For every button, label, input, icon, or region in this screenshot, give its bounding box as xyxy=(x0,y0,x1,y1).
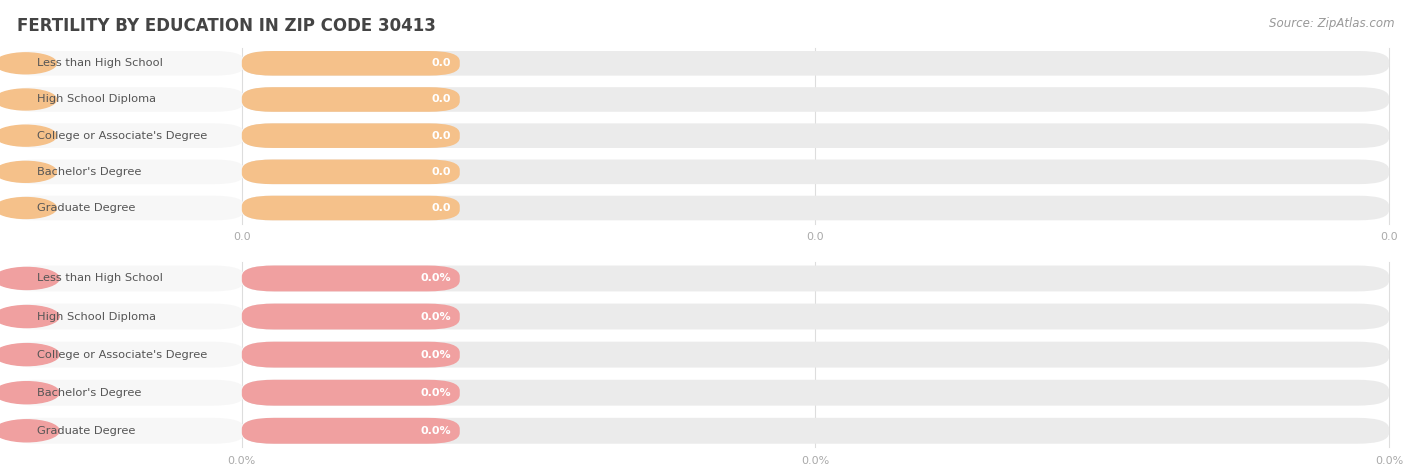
FancyBboxPatch shape xyxy=(6,418,245,444)
FancyBboxPatch shape xyxy=(6,87,245,112)
Circle shape xyxy=(0,344,59,366)
FancyBboxPatch shape xyxy=(242,418,1389,444)
Text: Bachelor's Degree: Bachelor's Degree xyxy=(37,167,141,177)
Circle shape xyxy=(0,161,56,182)
Text: Less than High School: Less than High School xyxy=(37,273,163,284)
Text: 0.0%: 0.0% xyxy=(420,349,451,360)
FancyBboxPatch shape xyxy=(242,266,460,291)
Circle shape xyxy=(0,306,59,327)
Text: 0.0%: 0.0% xyxy=(420,426,451,436)
FancyBboxPatch shape xyxy=(242,342,460,367)
FancyBboxPatch shape xyxy=(6,123,245,148)
Text: 0.0: 0.0 xyxy=(432,58,451,69)
FancyBboxPatch shape xyxy=(242,380,460,406)
FancyBboxPatch shape xyxy=(242,51,460,76)
FancyBboxPatch shape xyxy=(6,380,245,406)
Text: Bachelor's Degree: Bachelor's Degree xyxy=(37,387,141,398)
Text: 0.0%: 0.0% xyxy=(420,273,451,284)
FancyBboxPatch shape xyxy=(6,159,245,184)
Text: 0.0: 0.0 xyxy=(233,232,250,242)
Circle shape xyxy=(0,53,56,74)
FancyBboxPatch shape xyxy=(242,380,1389,406)
Circle shape xyxy=(0,268,59,289)
Text: 0.0%: 0.0% xyxy=(228,456,256,466)
Text: 0.0%: 0.0% xyxy=(801,456,830,466)
Text: 0.0: 0.0 xyxy=(432,94,451,105)
Text: 0.0%: 0.0% xyxy=(1375,456,1403,466)
Circle shape xyxy=(0,420,59,442)
Text: College or Associate's Degree: College or Associate's Degree xyxy=(37,130,207,141)
FancyBboxPatch shape xyxy=(6,51,245,76)
Text: Less than High School: Less than High School xyxy=(37,58,163,69)
Text: Graduate Degree: Graduate Degree xyxy=(37,203,135,213)
FancyBboxPatch shape xyxy=(242,159,1389,184)
Text: College or Associate's Degree: College or Associate's Degree xyxy=(37,349,207,360)
FancyBboxPatch shape xyxy=(242,342,1389,367)
FancyBboxPatch shape xyxy=(242,159,460,184)
Text: 0.0: 0.0 xyxy=(432,203,451,213)
FancyBboxPatch shape xyxy=(242,304,1389,329)
Text: Graduate Degree: Graduate Degree xyxy=(37,426,135,436)
Text: 0.0: 0.0 xyxy=(432,167,451,177)
FancyBboxPatch shape xyxy=(6,266,245,291)
Text: 0.0%: 0.0% xyxy=(420,387,451,398)
FancyBboxPatch shape xyxy=(6,304,245,329)
Text: 0.0: 0.0 xyxy=(432,130,451,141)
Text: 0.0: 0.0 xyxy=(1381,232,1398,242)
FancyBboxPatch shape xyxy=(242,266,1389,291)
FancyBboxPatch shape xyxy=(242,123,460,148)
FancyBboxPatch shape xyxy=(242,196,460,220)
Text: Source: ZipAtlas.com: Source: ZipAtlas.com xyxy=(1270,17,1395,30)
FancyBboxPatch shape xyxy=(6,196,245,220)
Text: 0.0%: 0.0% xyxy=(420,311,451,322)
FancyBboxPatch shape xyxy=(242,123,1389,148)
FancyBboxPatch shape xyxy=(242,304,460,329)
FancyBboxPatch shape xyxy=(242,196,1389,220)
FancyBboxPatch shape xyxy=(242,87,1389,112)
Text: 0.0: 0.0 xyxy=(807,232,824,242)
Circle shape xyxy=(0,198,56,218)
FancyBboxPatch shape xyxy=(242,418,460,444)
FancyBboxPatch shape xyxy=(242,87,460,112)
Text: High School Diploma: High School Diploma xyxy=(37,94,156,105)
Text: FERTILITY BY EDUCATION IN ZIP CODE 30413: FERTILITY BY EDUCATION IN ZIP CODE 30413 xyxy=(17,17,436,35)
Text: High School Diploma: High School Diploma xyxy=(37,311,156,322)
Circle shape xyxy=(0,382,59,404)
Circle shape xyxy=(0,89,56,110)
FancyBboxPatch shape xyxy=(6,342,245,367)
Circle shape xyxy=(0,125,56,146)
FancyBboxPatch shape xyxy=(242,51,1389,76)
